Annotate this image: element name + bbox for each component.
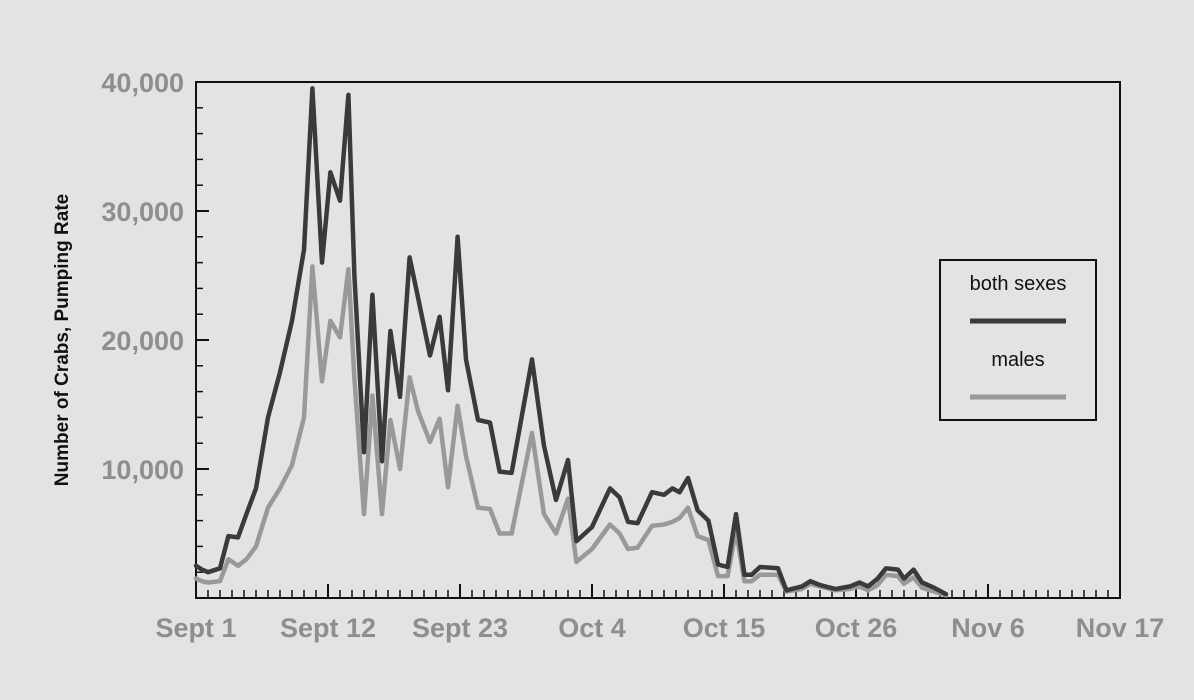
x-tick-label: Oct 15 <box>683 613 766 643</box>
y-tick-label: 20,000 <box>101 326 184 356</box>
minor-ticks <box>196 107 1109 598</box>
y-tick-label: 10,000 <box>101 455 184 485</box>
x-tick-label: Sept 1 <box>155 613 236 643</box>
x-axis: Sept 1 Sept 12 Sept 23 Oct 4 Oct 15 Oct 26 Nov… <box>155 584 1164 643</box>
legend-box <box>939 259 1097 421</box>
y-tick-label: 30,000 <box>101 197 184 227</box>
x-tick-label: Nov 17 <box>1076 613 1165 643</box>
legend-label-males: males <box>991 349 1044 371</box>
x-tick-label: Oct 26 <box>815 613 898 643</box>
y-axis-label: Number of Crabs, Pumping Rate <box>52 194 73 486</box>
x-tick-label: Sept 23 <box>412 613 508 643</box>
plot-area <box>195 81 1121 599</box>
y-tick-label: 40,000 <box>101 68 184 98</box>
y-axis: 10,000 20,000 30,000 40,000 <box>101 68 209 485</box>
series-line-both-sexes <box>193 86 949 597</box>
legend-label-both-sexes: both sexes <box>970 273 1067 295</box>
x-tick-label: Sept 12 <box>280 613 376 643</box>
x-tick-label: Nov 6 <box>951 613 1025 643</box>
series-line-males <box>193 264 949 598</box>
x-tick-label: Oct 4 <box>558 613 626 643</box>
series-lines <box>193 86 949 598</box>
legend: both sexes males <box>939 259 1097 421</box>
